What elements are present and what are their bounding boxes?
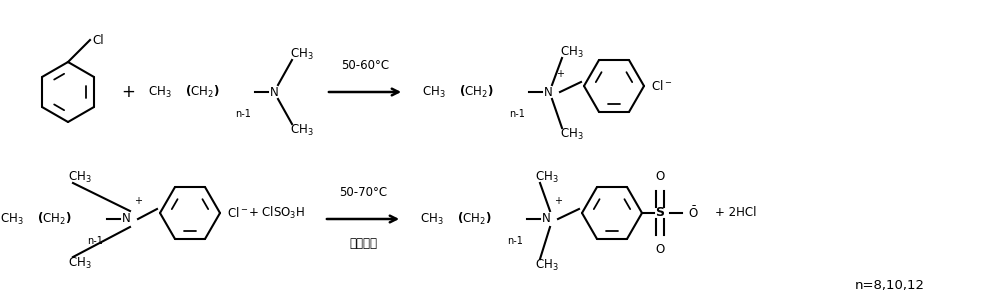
Text: $\mathbf{(}$CH$_2$$\mathbf{)}$: $\mathbf{(}$CH$_2$$\mathbf{)}$ [459,84,493,100]
Text: N: N [542,212,551,226]
Text: N: N [270,86,279,99]
Text: CH$_3$: CH$_3$ [0,212,24,227]
Text: $\bar{\mathrm{O}}$: $\bar{\mathrm{O}}$ [688,205,699,221]
Text: Cl$^-$: Cl$^-$ [227,206,248,220]
Text: O: O [655,170,665,183]
Text: CH$_3$: CH$_3$ [422,84,446,99]
Text: O: O [655,243,665,256]
Text: n=8,10,12: n=8,10,12 [855,278,925,292]
Text: 50-60°C: 50-60°C [341,59,389,72]
Text: n-1: n-1 [509,109,525,119]
Text: 50-70°C: 50-70°C [339,186,387,199]
Text: +: + [121,83,135,101]
Text: S: S [655,207,664,220]
Text: Cl: Cl [92,33,104,46]
Text: +: + [556,69,564,79]
Text: 干燥空气: 干燥空气 [349,237,377,250]
Text: CH$_3$: CH$_3$ [535,169,559,185]
Text: CH$_3$: CH$_3$ [68,169,92,185]
Text: CH$_3$: CH$_3$ [290,46,314,61]
Text: CH$_3$: CH$_3$ [560,126,584,142]
Text: CH$_3$: CH$_3$ [560,45,584,60]
Text: $\mathbf{(}$CH$_2$$\mathbf{)}$: $\mathbf{(}$CH$_2$$\mathbf{)}$ [37,211,71,227]
Text: n-1: n-1 [87,236,103,246]
Text: n-1: n-1 [507,236,523,246]
Text: Cl$^-$: Cl$^-$ [651,79,672,93]
Text: +: + [554,196,562,206]
Text: $\mathbf{(}$CH$_2$$\mathbf{)}$: $\mathbf{(}$CH$_2$$\mathbf{)}$ [185,84,219,100]
Text: n-1: n-1 [235,109,251,119]
Text: N: N [544,86,553,99]
Text: + 2HCl: + 2HCl [715,207,756,220]
Text: + ClSO$_3$H: + ClSO$_3$H [248,205,305,221]
Text: N: N [122,212,131,226]
Text: +: + [134,196,142,206]
Text: CH$_3$: CH$_3$ [535,258,559,273]
Text: CH$_3$: CH$_3$ [68,255,92,270]
Text: CH$_3$: CH$_3$ [420,212,444,227]
Text: CH$_3$: CH$_3$ [290,122,314,138]
Text: CH$_3$: CH$_3$ [148,84,172,99]
Text: $\mathbf{(}$CH$_2$$\mathbf{)}$: $\mathbf{(}$CH$_2$$\mathbf{)}$ [457,211,491,227]
